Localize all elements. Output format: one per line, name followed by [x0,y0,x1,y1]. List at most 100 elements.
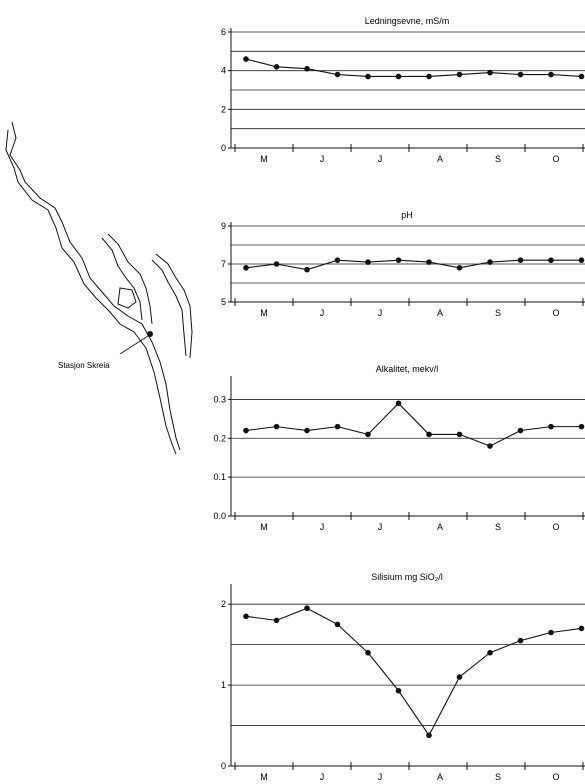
data-point [273,261,280,267]
y-tick-label: 0.3 [213,394,226,404]
y-tick-label: 6 [221,27,226,37]
x-tick-label: S [495,154,501,164]
chart-title: pH [401,210,413,220]
data-point [243,427,249,434]
x-tick-label: O [552,522,559,532]
x-tick-label: M [260,522,268,532]
x-tick-label: S [495,772,501,782]
series-line [245,58,582,78]
data-point [304,427,310,434]
x-tick-label: J [320,154,325,164]
x-tick-label: A [437,522,443,532]
data-point [273,617,280,624]
x-tick-label: A [437,772,443,782]
chart-ph: pH 5 7 9 M J J A S O [221,210,585,318]
data-point [456,265,463,271]
data-point [365,431,371,438]
chart-title: Alkalitet, mekv/l [376,364,439,374]
chart-title: Ledningsevne, mS/m [365,16,450,26]
chart-title: Silisium mg SiO₂/l [371,572,443,582]
data-point [456,674,463,680]
x-tick-label: O [552,308,559,318]
data-point [365,73,371,80]
data-point [304,65,310,72]
x-tick-label: J [320,522,325,532]
data-point [487,69,493,76]
x-tick-label: J [320,308,325,318]
chart-alkalinity: Alkalitet, mekv/l 0.0 0.1 0.2 0.3 M J J A S O [213,364,585,532]
data-point [578,73,585,80]
y-tick-label: 1 [221,680,226,690]
data-point [517,71,524,78]
x-tick-label: M [260,154,268,164]
y-tick-label: 0.1 [213,472,226,482]
y-tick-label: 5 [221,297,226,307]
data-point [395,257,402,264]
x-tick-label: J [378,154,383,164]
x-tick-label: A [437,154,443,164]
data-point [273,64,280,70]
data-point [548,257,554,264]
data-point [456,431,463,438]
data-point [395,73,402,80]
x-tick-label: S [495,522,501,532]
y-tick-label: 9 [221,221,226,231]
y-tick-label: 4 [221,66,226,76]
data-point [426,732,432,739]
series-line [245,607,582,737]
data-point [334,621,341,628]
x-tick-label: O [552,772,559,782]
data-point [365,259,371,265]
data-point [578,423,585,430]
data-point [243,56,249,62]
data-point [487,259,493,265]
x-tick-label: J [378,522,383,532]
data-point [243,265,249,271]
data-point [243,613,249,620]
station-marker [147,331,153,337]
data-point [395,687,402,694]
y-tick-label: 2 [221,104,226,114]
data-point [578,257,585,264]
chart-silicon: Silisium mg SiO₂/l 0 1 2 M J J A S O [221,572,585,782]
x-tick-label: J [378,308,383,318]
y-tick-label: 0 [221,143,226,153]
x-tick-label: J [378,772,383,782]
data-point [365,649,371,656]
y-tick-label: 0.0 [213,511,226,521]
x-tick-label: M [260,772,268,782]
data-point [273,423,280,430]
data-point [517,257,524,264]
data-point [517,427,524,434]
data-point [334,71,341,78]
x-tick-label: J [320,772,325,782]
data-point [334,423,341,430]
x-tick-label: O [552,154,559,164]
series-line [245,259,582,271]
data-point [426,73,432,80]
y-tick-label: 0.2 [213,433,226,443]
data-point [304,266,310,273]
y-tick-label: 7 [221,259,226,269]
chart-conductivity: Ledningsevne, mS/m 0 2 4 6 M J J A S O [221,16,585,164]
data-point [548,423,554,430]
data-point [334,257,341,264]
y-tick-label: 2 [221,599,226,609]
data-point [487,443,493,449]
data-point [517,637,524,644]
data-point [395,400,402,407]
data-point [548,629,554,636]
lake-outline [5,121,193,455]
station-label: Stasjon Skreia [58,361,110,370]
data-point [426,259,432,265]
data-point [456,71,463,78]
x-tick-label: A [437,308,443,318]
series-line [245,402,582,447]
data-point [304,605,310,612]
lake-map: Stasjon Skreia [5,121,193,455]
x-tick-label: M [260,308,268,318]
data-point [426,431,432,438]
x-tick-label: S [495,308,501,318]
station-leader-line [119,335,149,355]
